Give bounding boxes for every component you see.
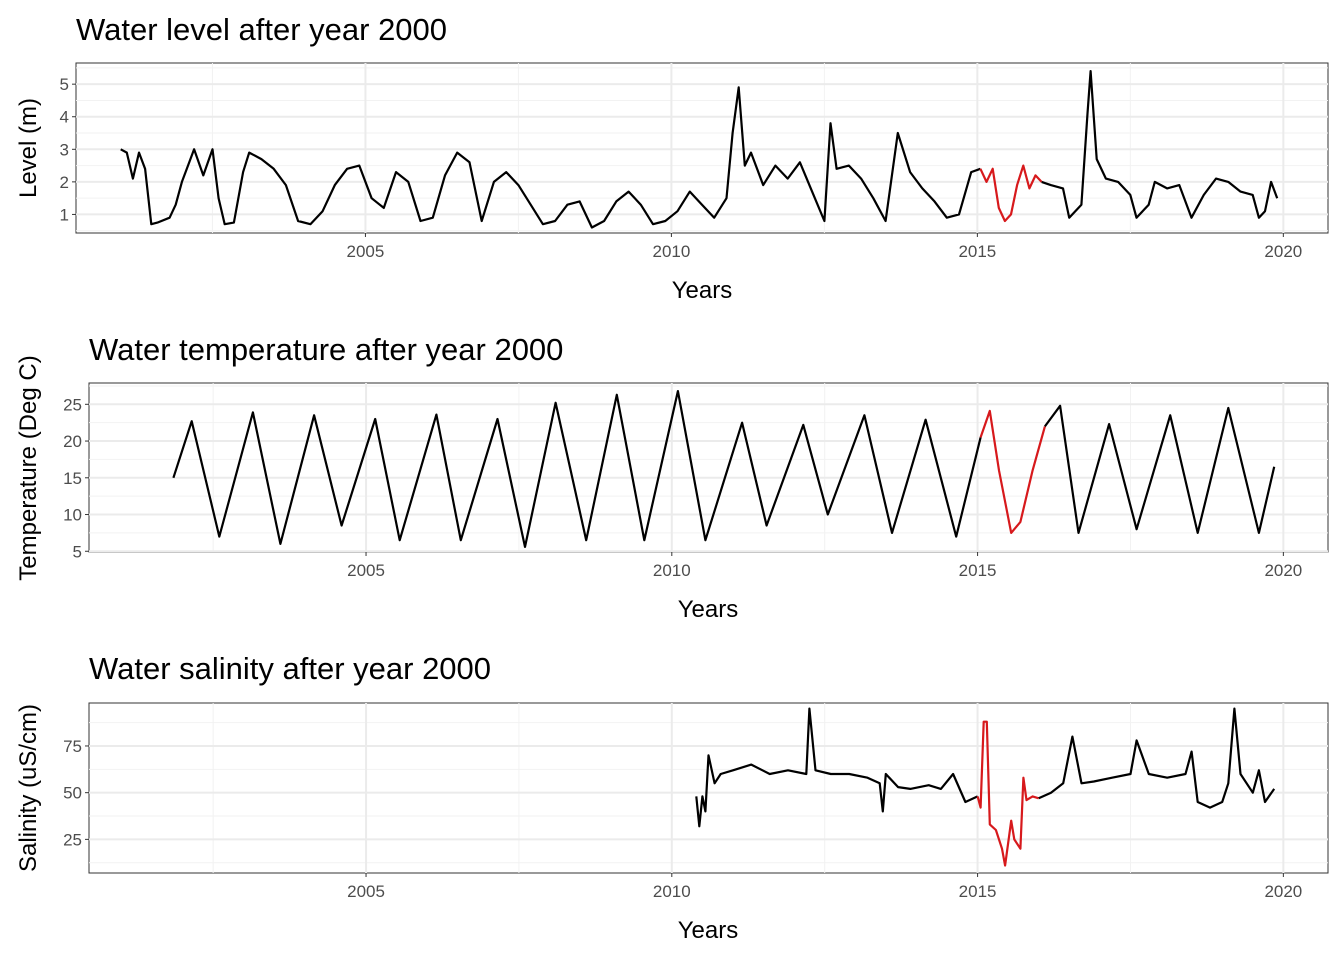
salinity-series xyxy=(695,707,1276,867)
level-plot-panel xyxy=(75,62,1329,234)
level-series xyxy=(120,70,1279,229)
salinity-series-line-2 xyxy=(976,720,1040,867)
salinity-x-ticks: 2005 2010 2015 2020 xyxy=(347,873,1302,901)
temperature-series-line-1 xyxy=(172,390,982,548)
temperature-y-tick-label: 5 xyxy=(73,542,82,561)
salinity-y-ticks: 25 50 75 xyxy=(63,737,89,849)
temperature-chart: Water temperature after year 2000 2005 20… xyxy=(15,332,1329,623)
temperature-y-ticks: 5 10 15 20 25 xyxy=(63,395,89,561)
temperature-x-tick-label: 2010 xyxy=(653,561,691,580)
temperature-chart-title: Water temperature after year 2000 xyxy=(89,332,563,367)
salinity-x-axis-title: Years xyxy=(678,917,739,944)
level-x-axis-title: Years xyxy=(672,277,733,304)
temperature-x-tick-label: 2020 xyxy=(1264,561,1302,580)
level-y-tick-label: 1 xyxy=(60,205,69,224)
level-y-ticks: 1 2 3 4 5 xyxy=(60,75,76,224)
temperature-y-tick-label: 20 xyxy=(63,432,82,451)
level-series-line-2 xyxy=(979,164,1043,223)
level-series-line-3 xyxy=(1041,70,1279,219)
temperature-y-axis-title: Temperature (Deg C) xyxy=(15,355,42,580)
temperature-x-ticks: 2005 2010 2015 2020 xyxy=(347,552,1302,580)
salinity-y-tick-label: 25 xyxy=(63,830,82,849)
temperature-grid xyxy=(89,383,1328,553)
level-y-axis-title: Level (m) xyxy=(15,98,42,198)
salinity-y-tick-label: 50 xyxy=(63,784,82,803)
level-y-tick-label: 3 xyxy=(60,140,69,159)
level-chart-title: Water level after year 2000 xyxy=(76,12,447,47)
level-grid xyxy=(76,63,1328,233)
salinity-chart-title: Water salinity after year 2000 xyxy=(89,651,491,686)
level-x-tick-label: 2010 xyxy=(652,242,690,261)
salinity-series-line-1 xyxy=(695,707,979,828)
level-y-tick-label: 4 xyxy=(60,108,69,127)
level-y-tick-label: 5 xyxy=(60,75,69,94)
salinity-y-tick-label: 75 xyxy=(63,737,82,756)
temperature-y-tick-label: 10 xyxy=(63,506,82,525)
level-x-tick-label: 2015 xyxy=(958,242,996,261)
level-x-tick-label: 2020 xyxy=(1264,242,1302,261)
salinity-x-tick-label: 2020 xyxy=(1264,882,1302,901)
salinity-grid xyxy=(89,703,1328,873)
temperature-y-tick-label: 25 xyxy=(63,395,82,414)
salinity-series-line-3 xyxy=(1038,707,1276,809)
level-x-tick-label: 2005 xyxy=(347,242,385,261)
temperature-series-line-3 xyxy=(1044,404,1276,534)
level-chart: Water level after year 2000 2005 2010 2015… xyxy=(15,12,1329,304)
level-y-tick-label: 2 xyxy=(60,173,69,192)
salinity-x-tick-label: 2015 xyxy=(959,882,997,901)
temperature-series-line-2 xyxy=(979,409,1046,534)
level-x-ticks: 2005 2010 2015 2020 xyxy=(347,233,1302,261)
salinity-chart: Water salinity after year 2000 2005 2010 2… xyxy=(15,651,1329,944)
salinity-x-tick-label: 2010 xyxy=(653,882,691,901)
salinity-y-axis-title: Salinity (uS/cm) xyxy=(15,704,42,872)
temperature-x-axis-title: Years xyxy=(678,596,739,623)
level-series-line-1 xyxy=(120,86,981,229)
salinity-plot-panel xyxy=(88,702,1329,874)
temperature-y-tick-label: 15 xyxy=(63,469,82,488)
temperature-x-tick-label: 2005 xyxy=(347,561,385,580)
temperature-series xyxy=(172,390,1276,548)
salinity-x-tick-label: 2005 xyxy=(347,882,385,901)
temperature-x-tick-label: 2015 xyxy=(959,561,997,580)
